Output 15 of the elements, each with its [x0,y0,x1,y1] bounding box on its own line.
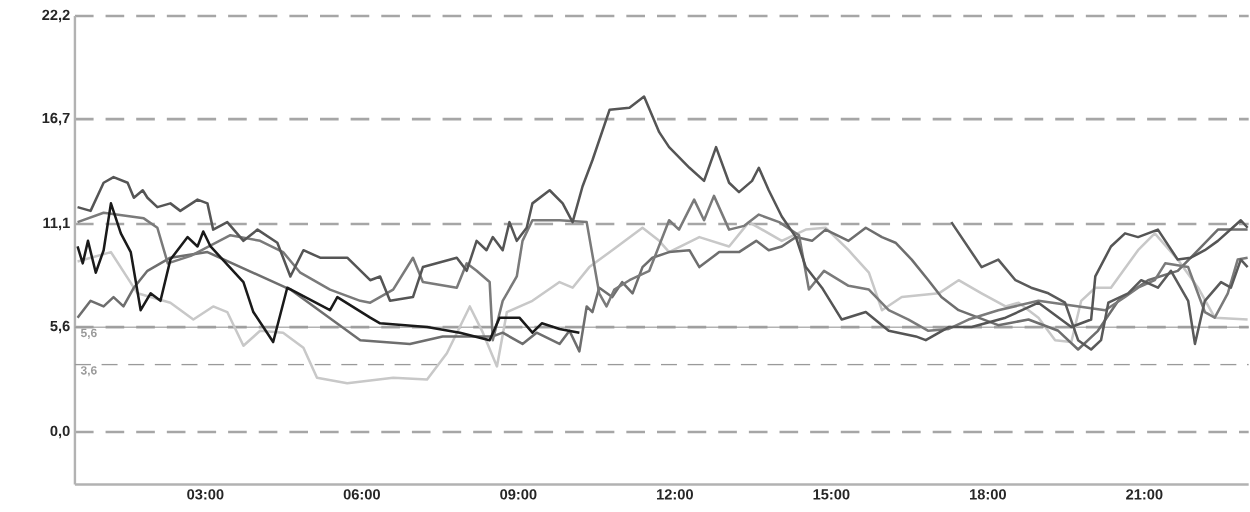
x-tick-label: 15:00 [813,488,850,500]
y-tick-label: 11,1 [43,217,70,230]
x-tick-label: 18:00 [970,488,1006,500]
x-tick-label: 09:00 [500,488,537,500]
x-tick-label: 06:00 [343,488,380,500]
y-tick-label: 22,2 [42,9,70,23]
x-tick-label: 21:00 [1126,488,1163,500]
ref-line-label: 3,6 [80,365,97,377]
line-series [76,201,581,344]
x-tick-label: 12:00 [657,488,693,500]
x-tick-label: 03:00 [187,488,224,500]
ref-line-label: 5,6 [80,328,97,339]
y-tick-label: 16,7 [42,112,70,126]
y-tick-label: 0,0 [50,425,70,439]
y-tick-label: 5,6 [50,320,70,334]
